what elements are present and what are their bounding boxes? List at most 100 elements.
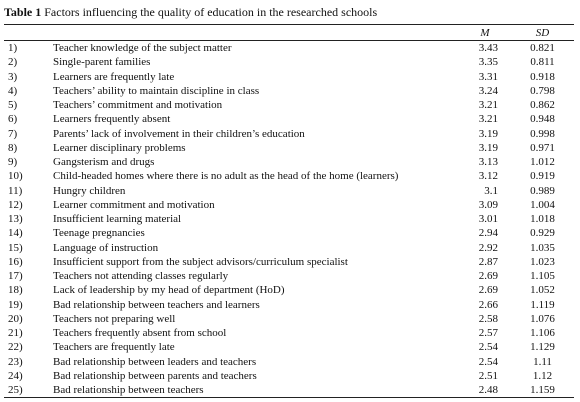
top-rule <box>4 24 574 25</box>
sd-value: 1.105 <box>530 270 555 282</box>
row-number: 20) <box>8 312 23 325</box>
sd-value: 1.004 <box>530 198 555 211</box>
mean-value: 3.24 <box>478 84 498 97</box>
sd-value: 0.929 <box>530 227 555 240</box>
sd-value: 0.918 <box>530 70 555 83</box>
row-number: 15) <box>8 241 23 254</box>
header-rule <box>4 40 574 41</box>
row-number: 7) <box>8 127 18 140</box>
row-number: 21) <box>8 327 23 339</box>
factor: Teachers’ commitment and motivation <box>53 99 223 111</box>
row-number: 8) <box>8 141 18 154</box>
row-number: 19) <box>8 298 23 311</box>
factor: Insufficient support from the subject ad… <box>53 255 348 268</box>
factor: Teachers’ ability to maintain discipline… <box>53 84 260 97</box>
mean-value: 3.19 <box>478 127 498 140</box>
factor: Teacher knowledge of the subject matter <box>53 42 232 54</box>
mean-value: 3.19 <box>478 141 498 154</box>
mean-value: 3.1 <box>484 184 498 197</box>
mean-value: 2.94 <box>478 227 498 240</box>
row-number: 4) <box>8 84 18 97</box>
sd-value: 0.971 <box>530 141 555 154</box>
factor: Parents’ lack of involvement in their ch… <box>53 127 305 140</box>
factor: Teenage pregnancies <box>53 227 145 240</box>
mean-value: 2.48 <box>478 384 498 396</box>
sd-value: 1.159 <box>530 384 555 396</box>
mean-value: 3.21 <box>478 113 498 126</box>
header-m: M <box>480 27 490 39</box>
row-number: 17) <box>8 270 23 282</box>
table-caption: Table 1 Factors influencing the quality … <box>4 5 377 19</box>
sd-value: 0.821 <box>530 42 555 54</box>
sd-value: 1.012 <box>530 156 555 168</box>
sd-value: 1.11 <box>533 355 552 368</box>
row-number: 11) <box>8 184 23 197</box>
mean-value: 3.21 <box>478 99 498 111</box>
mean-value: 3.31 <box>478 70 498 83</box>
factor: Gangsterism and drugs <box>53 156 155 168</box>
factor: Single-parent families <box>53 56 151 69</box>
mean-value: 3.35 <box>478 56 498 69</box>
sd-value: 1.119 <box>530 298 555 311</box>
sd-value: 0.948 <box>530 113 555 126</box>
factor: Learner commitment and motivation <box>53 198 215 211</box>
sd-value: 0.919 <box>530 170 555 183</box>
sd-value: 1.129 <box>530 341 555 354</box>
factor: Hungry children <box>53 184 126 197</box>
sd-value: 0.998 <box>530 127 555 140</box>
row-number: 25) <box>8 384 23 396</box>
row-number: 22) <box>8 341 23 354</box>
mean-value: 2.54 <box>478 355 498 368</box>
factor: Lack of leadership by my head of departm… <box>53 284 285 297</box>
sd-value: 0.989 <box>530 184 555 197</box>
sd-value: 1.035 <box>530 241 555 254</box>
factor: Bad relationship between teachers and le… <box>53 298 260 311</box>
mean-value: 3.43 <box>478 42 498 54</box>
factor: Bad relationship between parents and tea… <box>53 369 257 382</box>
mean-value: 3.12 <box>478 170 498 183</box>
mean-value: 2.58 <box>478 312 498 325</box>
mean-value: 2.69 <box>478 270 498 282</box>
mean-value: 2.87 <box>478 255 498 268</box>
sd-value: 1.018 <box>530 213 555 225</box>
mean-value: 2.69 <box>478 284 498 297</box>
mean-value: 2.54 <box>478 341 498 354</box>
sd-value: 0.798 <box>530 84 555 97</box>
row-number: 13) <box>8 213 23 225</box>
row-number: 3) <box>8 70 18 83</box>
row-number: 18) <box>8 284 23 297</box>
factor: Teachers not preparing well <box>53 312 176 325</box>
factor: Bad relationship between teachers <box>53 384 204 396</box>
sd-value: 0.862 <box>530 99 555 111</box>
row-number: 12) <box>8 198 23 211</box>
header-sd: SD <box>535 27 550 39</box>
sd-value: 1.12 <box>532 369 553 382</box>
sd-value: 1.023 <box>530 255 555 268</box>
mean-value: 3.09 <box>478 198 498 211</box>
row-number: 1) <box>8 42 18 54</box>
sd-value: 0.811 <box>530 56 555 69</box>
sd-value: 1.106 <box>530 327 555 339</box>
factor: Teachers not attending classes regularly <box>53 270 229 282</box>
bottom-rule <box>4 397 574 398</box>
mean-value: 2.57 <box>478 327 498 339</box>
row-number: 2) <box>8 56 18 69</box>
mean-value: 2.92 <box>478 241 498 254</box>
row-number: 14) <box>8 227 23 240</box>
factor: Learners are frequently late <box>53 70 175 83</box>
row-number: 16) <box>8 255 23 268</box>
factor: Teachers frequently absent from school <box>53 327 227 339</box>
factor: Bad relationship between leaders and tea… <box>53 355 257 368</box>
factor: Child-headed homes where there is no adu… <box>53 170 399 183</box>
caption-text: Factors influencing the quality of educa… <box>44 5 378 19</box>
row-number: 6) <box>8 113 18 126</box>
row-number: 9) <box>8 156 18 168</box>
factor: Teachers are frequently late <box>53 341 175 354</box>
row-number: 10) <box>8 170 23 183</box>
factor: Learners frequently absent <box>53 113 171 126</box>
row-number: 24) <box>8 369 23 382</box>
factor: Language of instruction <box>53 241 159 254</box>
mean-value: 3.01 <box>478 213 498 225</box>
factor: Learner disciplinary problems <box>53 141 186 154</box>
